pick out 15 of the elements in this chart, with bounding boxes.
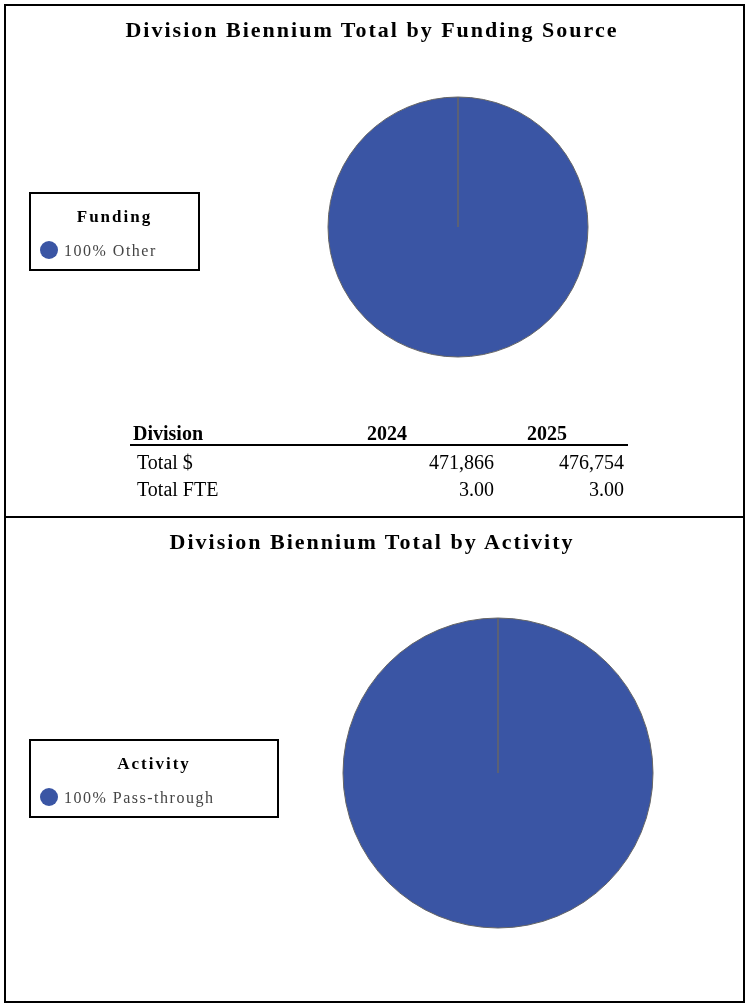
text: 2024 — [367, 422, 407, 444]
text: Division — [133, 422, 204, 444]
legend-title: Funding — [76, 207, 153, 226]
text: 476,754 — [559, 451, 624, 473]
text: Total $ — [137, 451, 193, 473]
text: 3.00 — [589, 478, 624, 500]
text: 471,866 — [429, 451, 494, 473]
text: 2025 — [527, 422, 567, 444]
text: Total FTE — [137, 478, 219, 500]
text: 3.00 — [459, 478, 494, 500]
legend-label: 100% Pass-through — [64, 789, 215, 807]
legend-label: 100% Other — [64, 242, 157, 259]
chart-title: Division Biennium Total by Activity — [169, 529, 575, 554]
legend-title: Activity — [117, 754, 191, 773]
chart-title: Division Biennium Total by Funding Source — [125, 17, 619, 42]
